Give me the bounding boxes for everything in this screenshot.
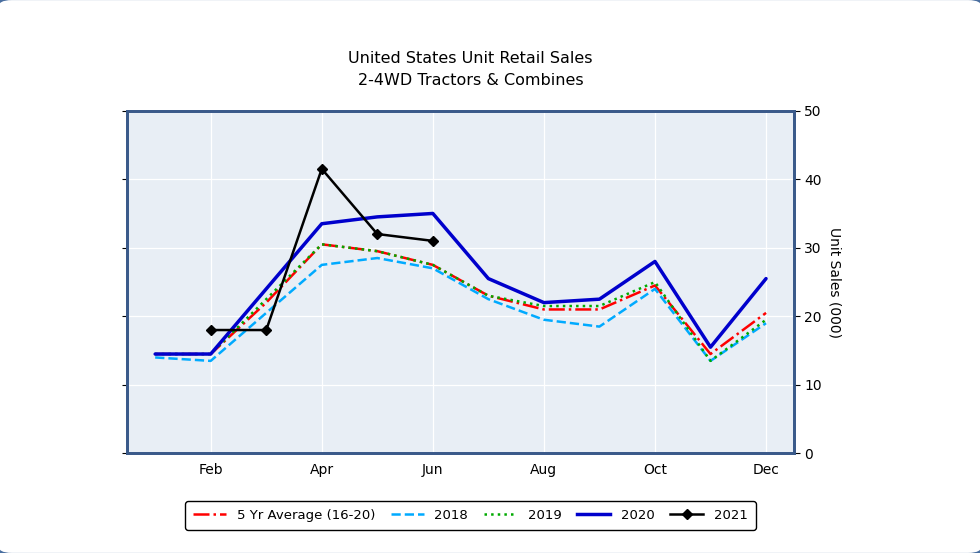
Legend: 5 Yr Average (16-20), 2018, 2019, 2020, 2021: 5 Yr Average (16-20), 2018, 2019, 2020, …: [185, 501, 756, 530]
Y-axis label: Unit Sales (000): Unit Sales (000): [827, 227, 841, 337]
Text: United States Unit Retail Sales: United States Unit Retail Sales: [348, 50, 593, 66]
Text: 2-4WD Tractors & Combines: 2-4WD Tractors & Combines: [358, 72, 583, 88]
